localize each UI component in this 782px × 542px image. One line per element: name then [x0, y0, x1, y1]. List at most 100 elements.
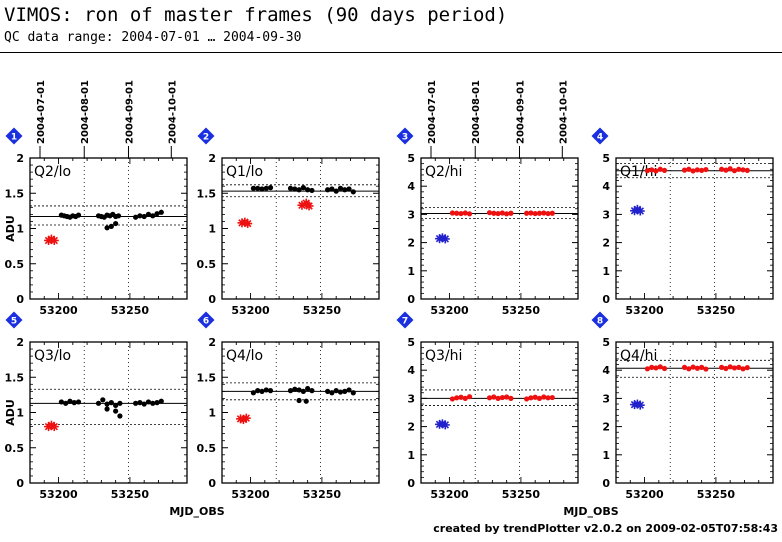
x-tick-label: 53250 [697, 304, 736, 317]
x-tick-label: 53250 [697, 488, 736, 501]
panel-label: Q1/lo [226, 164, 263, 180]
x-tick-label: 53250 [502, 488, 541, 501]
title-divider [0, 52, 782, 53]
data-point [657, 364, 663, 370]
x-tick-label: 53200 [430, 304, 469, 317]
data-point-star-stroke [242, 414, 251, 422]
plot-frame [420, 341, 579, 484]
data-point [263, 185, 269, 191]
data-point-star [440, 234, 450, 244]
data-point-star [49, 422, 59, 432]
data-point [296, 187, 302, 193]
y-tick-label: 0 [16, 477, 24, 490]
data-point [133, 400, 139, 406]
data-point [458, 210, 464, 217]
data-point [58, 399, 64, 405]
data-point [287, 185, 294, 191]
y-tick-label: 0.5 [197, 442, 217, 455]
y-tick-label: 1.5 [5, 187, 25, 200]
data-point [661, 365, 668, 372]
plot-frame [615, 157, 774, 300]
data-point [545, 395, 551, 401]
data-point [67, 398, 73, 404]
data-point [300, 388, 306, 394]
data-point [744, 365, 750, 371]
x-tick-label: 53250 [303, 488, 342, 501]
data-point [346, 387, 352, 393]
y-tick-label: 5 [407, 152, 415, 165]
data-point [736, 364, 742, 370]
data-point [303, 398, 309, 404]
data-point [462, 395, 468, 401]
x-axis-title: MJD_OBS [169, 505, 224, 518]
data-point [137, 213, 143, 219]
data-point [333, 188, 339, 194]
x-tick-label: 53250 [502, 304, 541, 317]
data-point [740, 366, 746, 372]
y-tick-label: 1 [208, 407, 216, 420]
data-point [719, 166, 725, 172]
data-point-star [241, 413, 251, 423]
y-tick-label: 1.5 [197, 371, 217, 384]
y-tick-label: 0 [407, 293, 415, 306]
data-point [342, 187, 348, 193]
data-point-star-stroke [50, 422, 59, 431]
data-point-star [304, 201, 314, 211]
panel-badge [197, 127, 215, 145]
plot-frame [615, 341, 774, 484]
panel-7: 7 0 1 2 3 4 5 53200 53250 Q3/hi [396, 311, 579, 501]
data-point [296, 397, 302, 404]
x-axis-title: MJD_OBS [563, 505, 618, 518]
data-point [690, 168, 696, 174]
data-point [458, 394, 464, 400]
data-point-star-stroke [441, 235, 450, 243]
y-tick-label: 1.5 [5, 371, 25, 384]
data-point [337, 185, 344, 191]
panel-badge [591, 127, 609, 145]
data-point [703, 166, 709, 173]
data-point [649, 364, 655, 370]
data-point [325, 187, 331, 193]
data-point [454, 210, 460, 216]
panel-badge-number: 3 [402, 133, 408, 143]
data-point [466, 211, 473, 217]
data-point [449, 210, 455, 216]
data-point [649, 167, 655, 173]
y-tick-label: 1 [407, 449, 415, 462]
panel-badge-number: 2 [203, 133, 209, 143]
data-point [499, 210, 505, 216]
panel-label: Q4/hi [620, 348, 657, 364]
data-point-star [635, 206, 645, 216]
x-tick-label: 53200 [39, 488, 78, 501]
data-point [549, 394, 555, 401]
y-tick-label: 1 [208, 223, 216, 236]
y-tick-label: 5 [602, 336, 610, 349]
data-point [305, 385, 311, 392]
data-point [287, 388, 294, 394]
data-point [267, 388, 274, 394]
data-point [158, 398, 164, 404]
data-point [686, 366, 692, 372]
y-tick-label: 0 [602, 293, 610, 306]
data-point [653, 365, 659, 371]
data-point-star-stroke [243, 219, 252, 228]
data-point [113, 408, 119, 414]
date-tick-label: 2004-08-01 [471, 80, 482, 144]
data-point [545, 210, 551, 217]
data-point [495, 395, 501, 401]
data-point [504, 211, 510, 217]
data-point [150, 400, 156, 406]
data-point [736, 166, 742, 172]
y-tick-label: 4 [602, 364, 610, 377]
y-tick-label: 3 [407, 392, 415, 405]
x-tick-label: 53200 [430, 488, 469, 501]
data-point [95, 400, 102, 406]
panel-label: Q1/hi [620, 164, 657, 180]
data-point-star-stroke [50, 236, 59, 245]
data-point [727, 364, 733, 370]
data-point [296, 387, 302, 393]
data-point [154, 400, 160, 406]
data-point [104, 225, 110, 231]
data-point [133, 214, 139, 220]
data-point [113, 220, 119, 227]
